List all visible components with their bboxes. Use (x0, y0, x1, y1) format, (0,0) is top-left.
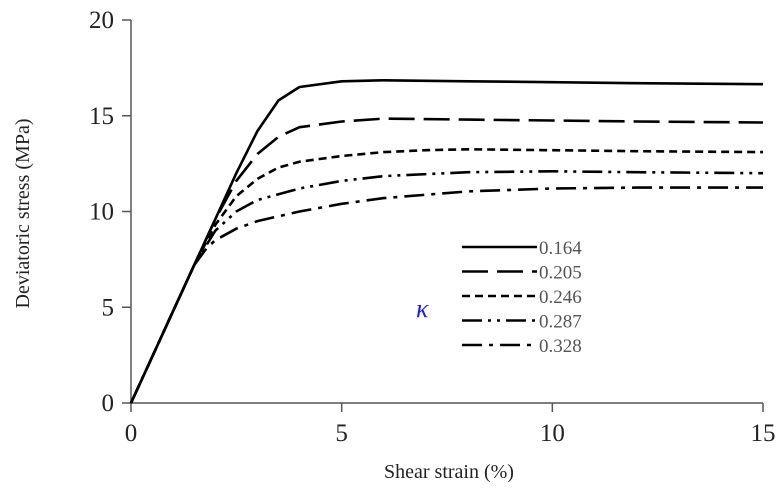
y-axis-title: Deviatoric stress (MPa) (12, 119, 34, 309)
series-line-3 (129, 148, 764, 404)
axes: 0 5 10 15 20 0 5 10 15 (89, 7, 776, 447)
y-tick-label: 20 (89, 7, 114, 34)
y-tick-label: 5 (102, 294, 115, 321)
series-line-5 (129, 186, 763, 404)
legend-label-3: 0.246 (539, 287, 582, 308)
series-line-4 (129, 170, 764, 404)
legend-label-2: 0.205 (539, 263, 582, 284)
x-tick-label: 15 (751, 420, 776, 447)
legend-label-5: 0.328 (539, 336, 582, 357)
x-tick-label: 0 (125, 420, 138, 447)
series-lines (129, 79, 764, 404)
y-tick-label: 0 (102, 390, 115, 417)
legend-label-1: 0.164 (539, 238, 582, 259)
legend: 0.164 0.205 0.246 0.287 0.328 κ (416, 238, 582, 357)
series-line-2 (129, 117, 764, 404)
y-tick-label: 15 (89, 103, 114, 130)
x-tick-label: 5 (335, 420, 348, 447)
legend-label-4: 0.287 (539, 312, 582, 333)
legend-title: κ (416, 294, 429, 323)
x-axis-title: Shear strain (%) (384, 461, 514, 483)
y-tick-label: 10 (89, 199, 114, 226)
series-line-1 (129, 79, 764, 404)
x-tick-label: 10 (540, 420, 565, 447)
